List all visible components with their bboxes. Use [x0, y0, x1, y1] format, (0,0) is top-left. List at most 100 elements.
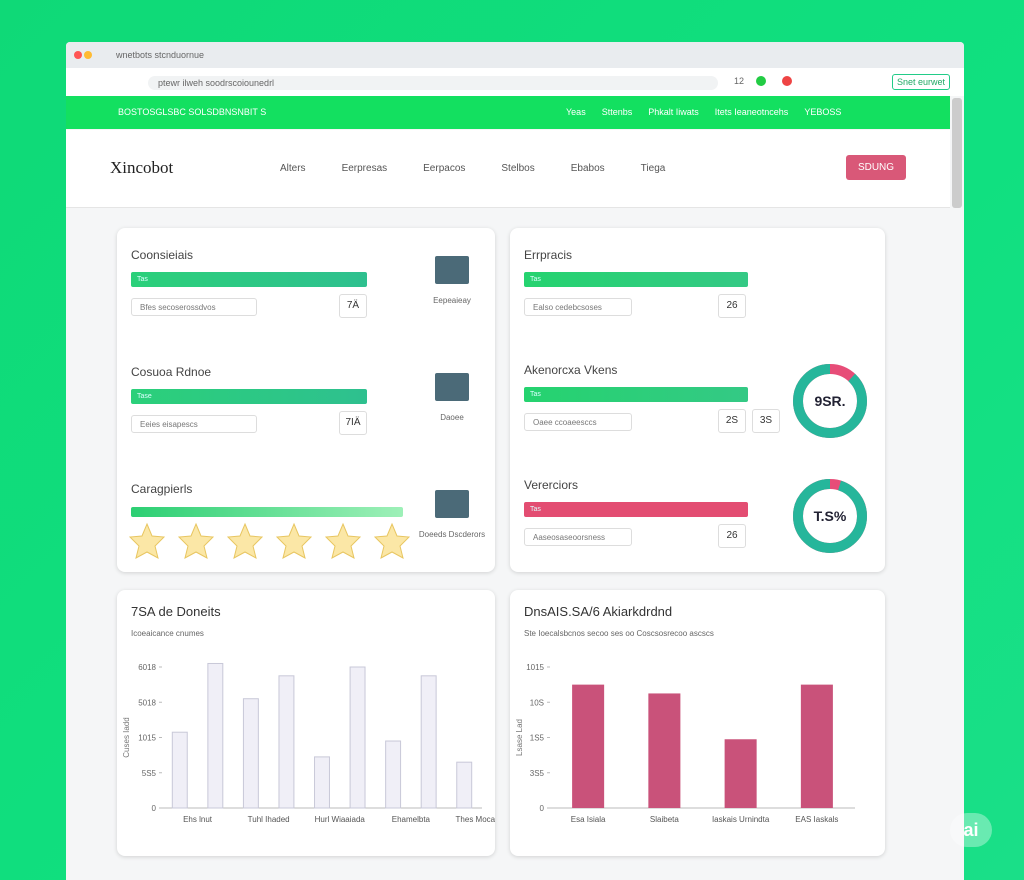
- progress-bar: [131, 507, 403, 517]
- bar: [724, 739, 757, 808]
- star[interactable]: [374, 522, 410, 560]
- donut-value: [793, 364, 867, 438]
- bar: [800, 684, 833, 808]
- progress-bar: Tas: [131, 272, 367, 287]
- bar: [456, 761, 473, 809]
- star[interactable]: [276, 522, 312, 560]
- section-title: Errpracis: [524, 248, 573, 262]
- y-tick-label: 1S5: [530, 734, 545, 743]
- min-dot[interactable]: [84, 51, 92, 59]
- section-title: Coonsieiais: [131, 248, 194, 262]
- nav-item[interactable]: Ebabos: [570, 163, 605, 174]
- value-box: 7IÄ: [339, 411, 367, 435]
- topbar-title: BOSTOSGLSBC SOLSDBNSNBIT S: [118, 107, 267, 117]
- counter: 12: [734, 76, 745, 86]
- topbar-links: Yeas Sttenbs Phkalt Iiwats Itets Ieaneotnce…: [566, 107, 841, 117]
- url[interactable]: ptewr ilweh soodrscoiounedrl: [148, 76, 718, 90]
- tab[interactable]: wnetbots stcnduornue: [116, 50, 205, 60]
- donut-label: 9SR.: [814, 393, 846, 409]
- right-card: Errpracis Tas Ealso cedebcsoses 26 Akenorcxa…: [510, 228, 885, 572]
- input: Aaseosaseoorsness: [524, 528, 632, 546]
- x-tick-label: Tuhl Ihaded: [248, 815, 290, 824]
- top-bar: BOSTOSGLSBC SOLSDBNSNBIT S Yeas Sttenbs Ph…: [66, 96, 950, 129]
- logo[interactable]: Xincobot: [110, 158, 174, 177]
- progress-bar: Tas: [524, 272, 748, 287]
- tab-bar: wnetbots stcnduornue: [66, 42, 964, 68]
- chart-card: 7SA de Doneits Icoeaicance cnumes Cuses Ia…: [117, 590, 509, 856]
- nav-item[interactable]: Tiega: [640, 163, 666, 174]
- header-button[interactable]: SDUNG: [846, 155, 906, 180]
- nav-item[interactable]: Alters: [280, 163, 306, 174]
- nav: Alters Eerpresas Eerpacos Stelbos Ebabos Tieg…: [280, 163, 665, 174]
- topbar-link[interactable]: Phkalt Iiwats: [648, 107, 699, 117]
- bar: [207, 662, 224, 809]
- topbar-link[interactable]: Itets Ieaneotncehs: [714, 107, 789, 117]
- progress-bar: Tas: [524, 387, 748, 402]
- donut: [793, 479, 867, 553]
- y-tick-label: 0: [152, 804, 157, 813]
- y-tick-label: 3S5: [530, 769, 545, 778]
- topbar-link[interactable]: Yeas: [566, 107, 586, 117]
- x-tick-label: EAS Iaskals: [795, 815, 838, 824]
- chart-subtitle: Icoeaicance cnumes: [131, 629, 204, 638]
- input: Eeies eisapescs: [131, 415, 257, 433]
- input: Oaee ccoaeesccs: [524, 413, 632, 431]
- icon-label: Eepeaieay: [433, 296, 471, 305]
- star[interactable]: [227, 522, 263, 560]
- value-box: 3S: [752, 409, 780, 433]
- bar: [648, 693, 681, 808]
- address-bar: ptewr ilweh soodrscoiounedrl 12 Snet eur…: [66, 68, 964, 96]
- star[interactable]: [129, 522, 165, 560]
- value-box: 26: [718, 524, 746, 548]
- chart-card: DnsAIS.SA/6 Akiarkdrdnd Ste Ioecalsbcnos …: [510, 590, 885, 856]
- chart: DnsAIS.SA/6 Akiarkdrdnd Ste Ioecalsbcnos …: [515, 604, 855, 824]
- ext-icon[interactable]: [756, 76, 766, 86]
- topbar-link[interactable]: YEBOSS: [804, 107, 842, 117]
- chart: 7SA de Doneits Icoeaicance cnumes Cuses Ia…: [122, 604, 509, 824]
- x-tick-label: Hurl Wiaaiada: [315, 815, 366, 824]
- chart-subtitle: Ste Ioecalsbcnos secoo ses oo Coscsosrec…: [524, 629, 714, 638]
- bar: [420, 675, 437, 809]
- donut: [793, 364, 867, 438]
- extension[interactable]: Snet eurwet: [892, 74, 951, 90]
- stars: [129, 522, 419, 566]
- star[interactable]: [178, 522, 214, 560]
- star[interactable]: [325, 522, 361, 560]
- x-tick-label: Slaibeta: [650, 815, 679, 824]
- ext-icon[interactable]: [782, 76, 792, 86]
- nav-item[interactable]: Eerpacos: [423, 163, 466, 174]
- chart-title: DnsAIS.SA/6 Akiarkdrdnd: [524, 604, 672, 619]
- topbar-link[interactable]: Sttenbs: [601, 107, 633, 117]
- bar: [349, 666, 366, 809]
- donut-value: [793, 479, 867, 553]
- bar: [385, 740, 402, 809]
- value-box: 2S: [718, 409, 746, 433]
- icon: [435, 373, 469, 401]
- value-box: 7Ä: [339, 294, 367, 318]
- x-tick-label: Ehamelbta: [392, 815, 431, 824]
- y-tick-label: 1015: [138, 734, 156, 743]
- donut-label: T.S%: [813, 508, 847, 524]
- input: Ealso cedebcsoses: [524, 298, 632, 316]
- y-tick-label: 6018: [138, 663, 156, 672]
- bar: [242, 698, 259, 809]
- bar: [572, 684, 605, 808]
- section-title: Vererciors: [524, 478, 579, 492]
- section-title: Cosuoa Rdnoe: [131, 365, 212, 379]
- y-tick-label: 5018: [138, 698, 156, 707]
- bar: [314, 756, 330, 809]
- x-tick-label: Esa Isiala: [571, 815, 606, 824]
- bar: [278, 675, 295, 809]
- scrollbar: [952, 98, 962, 208]
- icon-label: Doeeds Dscderors: [418, 530, 486, 539]
- y-axis-label: Lsase Lad: [515, 719, 524, 756]
- close-dot[interactable]: [74, 51, 82, 59]
- nav-item[interactable]: Stelbos: [501, 163, 535, 174]
- watermark: ai: [950, 813, 992, 847]
- progress-bar: Tas: [524, 502, 748, 517]
- nav-item[interactable]: Eerpresas: [341, 163, 388, 174]
- icon-label: Daoee: [440, 413, 464, 422]
- input: Bfes secoserossdvos: [131, 298, 257, 316]
- y-axis-label: Cuses Iadd: [122, 717, 131, 757]
